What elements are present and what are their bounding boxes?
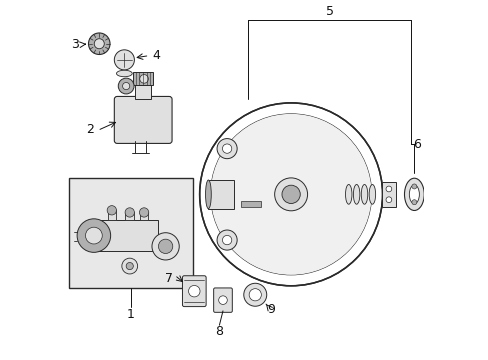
- Circle shape: [122, 82, 129, 90]
- Ellipse shape: [404, 178, 424, 211]
- Circle shape: [411, 184, 416, 189]
- Bar: [133, 72, 153, 85]
- Circle shape: [210, 114, 371, 275]
- Bar: [94, 220, 158, 251]
- Bar: [125, 212, 134, 220]
- Circle shape: [85, 227, 102, 244]
- FancyBboxPatch shape: [182, 276, 206, 307]
- Circle shape: [411, 200, 416, 205]
- Text: 2: 2: [85, 123, 93, 136]
- Text: 4: 4: [152, 49, 160, 62]
- Text: 8: 8: [214, 325, 222, 338]
- Text: 6: 6: [412, 138, 420, 150]
- FancyBboxPatch shape: [213, 288, 232, 312]
- Circle shape: [94, 39, 104, 49]
- Circle shape: [222, 235, 231, 245]
- Circle shape: [140, 75, 148, 83]
- Circle shape: [125, 208, 134, 217]
- Ellipse shape: [116, 70, 132, 77]
- Circle shape: [218, 296, 227, 305]
- Circle shape: [114, 50, 134, 70]
- Circle shape: [107, 206, 116, 215]
- Bar: [135, 85, 151, 99]
- Text: 3: 3: [71, 38, 79, 51]
- Circle shape: [122, 258, 137, 274]
- Circle shape: [274, 178, 307, 211]
- Ellipse shape: [353, 184, 359, 204]
- Text: 1: 1: [126, 308, 134, 321]
- Circle shape: [217, 139, 237, 159]
- Circle shape: [158, 239, 172, 253]
- Ellipse shape: [408, 185, 419, 204]
- Circle shape: [77, 219, 110, 252]
- Circle shape: [88, 33, 110, 54]
- Circle shape: [222, 144, 231, 153]
- Bar: [241, 201, 260, 207]
- Circle shape: [217, 230, 237, 250]
- Circle shape: [244, 283, 266, 306]
- Text: 5: 5: [325, 5, 333, 18]
- Bar: [107, 210, 116, 220]
- Circle shape: [126, 262, 133, 270]
- Ellipse shape: [361, 184, 367, 204]
- FancyBboxPatch shape: [114, 96, 172, 143]
- Circle shape: [385, 186, 391, 192]
- Circle shape: [385, 197, 391, 203]
- Text: 7: 7: [165, 272, 173, 285]
- Text: 9: 9: [267, 303, 275, 316]
- Bar: [381, 182, 395, 207]
- Circle shape: [249, 289, 261, 301]
- Ellipse shape: [345, 184, 351, 204]
- Ellipse shape: [368, 184, 375, 204]
- Circle shape: [188, 285, 200, 297]
- Circle shape: [139, 208, 148, 217]
- Circle shape: [118, 78, 134, 94]
- Bar: [208, 180, 233, 209]
- Ellipse shape: [205, 180, 211, 209]
- Bar: [140, 212, 148, 220]
- Bar: [69, 178, 192, 288]
- Circle shape: [282, 185, 300, 203]
- Circle shape: [152, 233, 179, 260]
